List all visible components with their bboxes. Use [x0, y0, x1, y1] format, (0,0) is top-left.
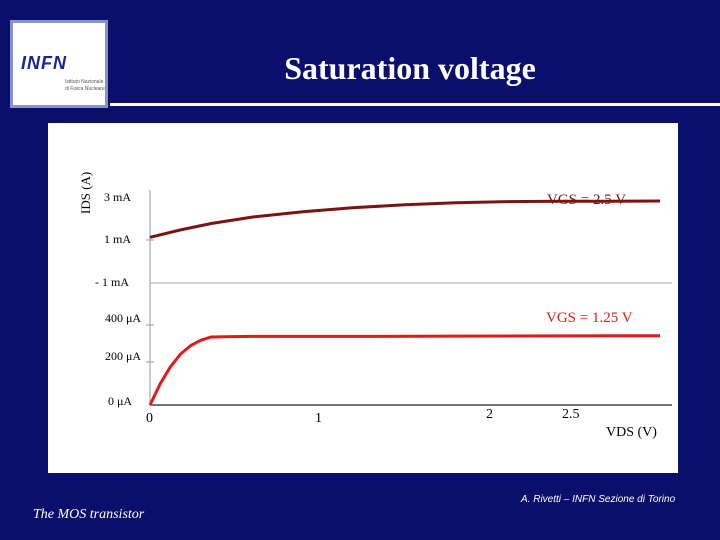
curve-vgs-1-25 — [148, 334, 661, 406]
footer-right: A. Rivetti – INFN Sezione di Torino — [521, 494, 676, 505]
x-tick-label: 2 — [486, 407, 493, 422]
logo-subtitle: Istituto Nazionale di Fisica Nucleare — [65, 79, 105, 92]
footer-left: The MOS transistor — [33, 507, 145, 522]
series-label-vgs-1-25: VGS = 1.25 V — [546, 310, 633, 326]
title-divider — [110, 103, 720, 106]
y-tick-label: 0 μA — [108, 394, 132, 408]
y-tick-label: - 1 mA — [95, 275, 129, 289]
infn-logo: INFN Istituto Nazionale di Fisica Nuclea… — [10, 20, 108, 108]
logo-wordmark: INFN — [21, 53, 67, 73]
y-tick-label: 3 mA — [104, 190, 131, 204]
x-axis-label: VDS (V) — [606, 425, 657, 440]
y-tick-label: 1 mA — [104, 232, 131, 246]
y-axis-label: IDS (A) — [78, 171, 93, 214]
curve-vgs-2-5 — [149, 199, 661, 239]
slide-title: Saturation voltage — [284, 50, 536, 86]
series-label-vgs-2-5: VGS = 2.5 V — [547, 192, 626, 208]
chart-panel — [48, 123, 678, 473]
x-tick-label: 1 — [315, 411, 322, 426]
x-tick-label: 0 — [146, 411, 153, 426]
y-tick-label: 200 μA — [105, 349, 141, 363]
x-tick-label: 2.5 — [562, 407, 580, 422]
y-tick-label: 400 μA — [105, 311, 141, 325]
